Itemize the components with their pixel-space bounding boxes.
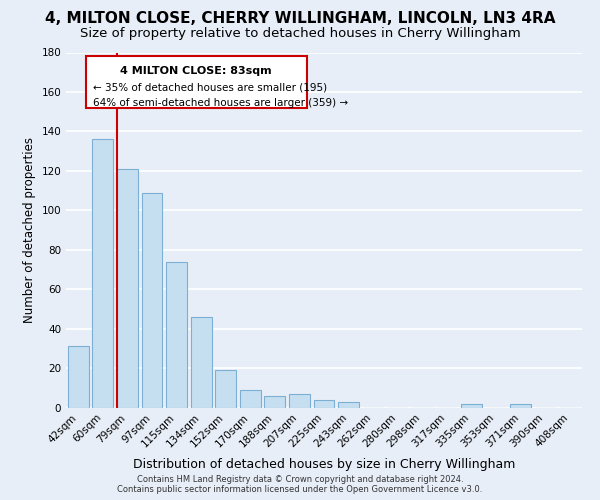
Bar <box>191 317 212 408</box>
Bar <box>510 404 531 407</box>
Bar <box>289 394 310 407</box>
Text: 4 MILTON CLOSE: 83sqm: 4 MILTON CLOSE: 83sqm <box>121 66 272 76</box>
Text: Contains HM Land Registry data © Crown copyright and database right 2024.
Contai: Contains HM Land Registry data © Crown c… <box>118 474 482 494</box>
Bar <box>92 140 113 407</box>
Bar <box>142 192 163 408</box>
Bar <box>166 262 187 408</box>
Bar <box>314 400 334 407</box>
X-axis label: Distribution of detached houses by size in Cherry Willingham: Distribution of detached houses by size … <box>133 458 515 470</box>
Text: ← 35% of detached houses are smaller (195): ← 35% of detached houses are smaller (19… <box>93 82 327 92</box>
Bar <box>117 169 138 408</box>
Y-axis label: Number of detached properties: Number of detached properties <box>23 137 36 323</box>
FancyBboxPatch shape <box>86 56 307 108</box>
Bar <box>461 404 482 407</box>
Bar <box>68 346 89 408</box>
Text: 4, MILTON CLOSE, CHERRY WILLINGHAM, LINCOLN, LN3 4RA: 4, MILTON CLOSE, CHERRY WILLINGHAM, LINC… <box>45 11 555 26</box>
Bar <box>338 402 359 407</box>
Bar <box>240 390 261 407</box>
Text: Size of property relative to detached houses in Cherry Willingham: Size of property relative to detached ho… <box>80 27 520 40</box>
Bar <box>265 396 286 407</box>
Text: 64% of semi-detached houses are larger (359) →: 64% of semi-detached houses are larger (… <box>93 98 348 108</box>
Bar <box>215 370 236 408</box>
